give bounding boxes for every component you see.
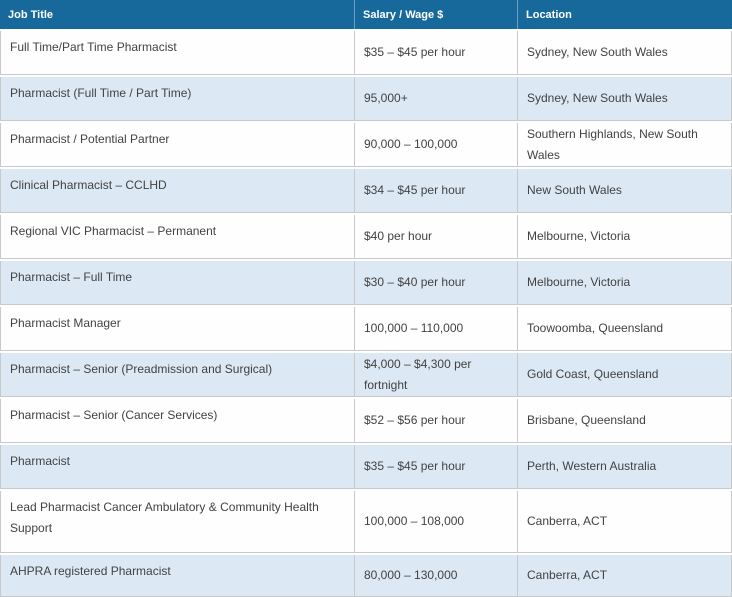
job-title-cell: Regional VIC Pharmacist – Permanent — [0, 215, 354, 259]
column-header-location: Location — [517, 0, 732, 29]
table-row: Pharmacist (Full Time / Part Time) 95,00… — [0, 77, 732, 121]
job-title-cell: Pharmacist – Senior (Cancer Services) — [0, 399, 354, 443]
location-cell: Gold Coast, Queensland — [517, 353, 732, 397]
job-title-cell: AHPRA registered Pharmacist — [0, 555, 354, 597]
table-row: Pharmacist – Senior (Preadmission and Su… — [0, 353, 732, 397]
table-body: Full Time/Part Time Pharmacist $35 – $45… — [0, 31, 732, 597]
table-header: Job Title Salary / Wage $ Location — [0, 0, 732, 29]
location-cell: Perth, Western Australia — [517, 445, 732, 489]
job-title-cell: Pharmacist – Full Time — [0, 261, 354, 305]
job-title-cell: Pharmacist – Senior (Preadmission and Su… — [0, 353, 354, 397]
table-row: AHPRA registered Pharmacist 80,000 – 130… — [0, 555, 732, 597]
location-cell: Canberra, ACT — [517, 555, 732, 597]
location-cell: Melbourne, Victoria — [517, 215, 732, 259]
salary-cell: $52 – $56 per hour — [354, 399, 517, 443]
table-row: Pharmacist Manager 100,000 – 110,000 Too… — [0, 307, 732, 351]
salary-cell: $30 – $40 per hour — [354, 261, 517, 305]
header-row: Job Title Salary / Wage $ Location — [0, 0, 732, 29]
location-cell: Sydney, New South Wales — [517, 31, 732, 75]
location-cell: Southern Highlands, New South Wales — [517, 123, 732, 167]
location-cell: Melbourne, Victoria — [517, 261, 732, 305]
location-cell: New South Wales — [517, 169, 732, 213]
salary-cell: 100,000 – 108,000 — [354, 491, 517, 553]
table-row: Pharmacist – Senior (Cancer Services) $5… — [0, 399, 732, 443]
table-row: Lead Pharmacist Cancer Ambulatory & Comm… — [0, 491, 732, 553]
salary-cell: $34 – $45 per hour — [354, 169, 517, 213]
job-title-cell: Lead Pharmacist Cancer Ambulatory & Comm… — [0, 491, 354, 553]
column-header-salary-wage: Salary / Wage $ — [354, 0, 517, 29]
salary-cell: $35 – $45 per hour — [354, 445, 517, 489]
table-row: Pharmacist – Full Time $30 – $40 per hou… — [0, 261, 732, 305]
salary-cell: 95,000+ — [354, 77, 517, 121]
salary-cell: $4,000 – $4,300 per fortnight — [354, 353, 517, 397]
salary-cell: 80,000 – 130,000 — [354, 555, 517, 597]
location-cell: Toowoomba, Queensland — [517, 307, 732, 351]
table-row: Full Time/Part Time Pharmacist $35 – $45… — [0, 31, 732, 75]
table-row: Regional VIC Pharmacist – Permanent $40 … — [0, 215, 732, 259]
salary-cell: 100,000 – 110,000 — [354, 307, 517, 351]
salary-cell: 90,000 – 100,000 — [354, 123, 517, 167]
job-title-cell: Pharmacist (Full Time / Part Time) — [0, 77, 354, 121]
location-cell: Canberra, ACT — [517, 491, 732, 553]
table-row: Pharmacist / Potential Partner 90,000 – … — [0, 123, 732, 167]
location-cell: Brisbane, Queensland — [517, 399, 732, 443]
table-row: Clinical Pharmacist – CCLHD $34 – $45 pe… — [0, 169, 732, 213]
location-cell: Sydney, New South Wales — [517, 77, 732, 121]
column-header-job-title: Job Title — [0, 0, 354, 29]
salary-cell: $35 – $45 per hour — [354, 31, 517, 75]
job-title-cell: Full Time/Part Time Pharmacist — [0, 31, 354, 75]
salary-cell: $40 per hour — [354, 215, 517, 259]
table-row: Pharmacist $35 – $45 per hour Perth, Wes… — [0, 445, 732, 489]
job-title-cell: Pharmacist / Potential Partner — [0, 123, 354, 167]
job-title-cell: Pharmacist — [0, 445, 354, 489]
job-title-cell: Clinical Pharmacist – CCLHD — [0, 169, 354, 213]
job-title-cell: Pharmacist Manager — [0, 307, 354, 351]
